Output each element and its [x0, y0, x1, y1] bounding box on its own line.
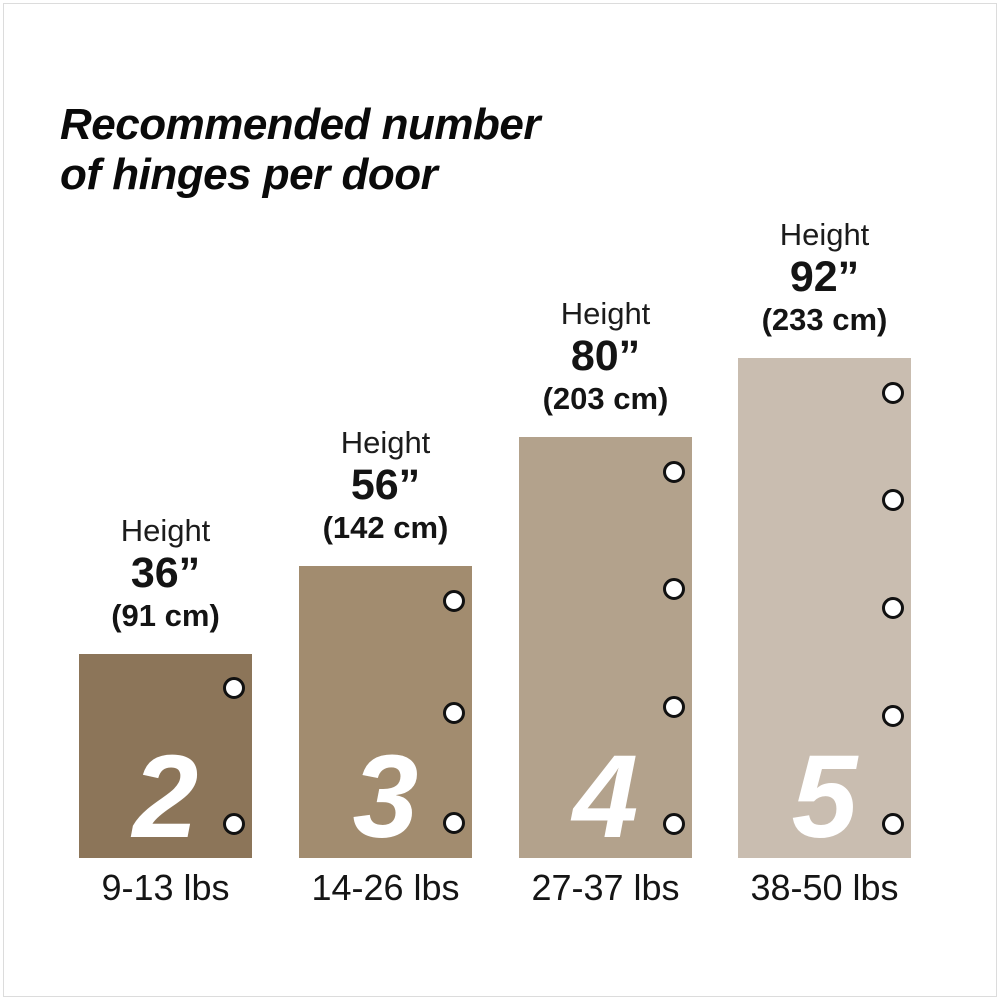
door-bar: 3: [299, 566, 472, 858]
hinge-dot: [443, 702, 465, 724]
hinge-count: 2: [132, 731, 199, 863]
door-group-56in: Height 56” (142 cm) 3 14-26 lbs: [299, 0, 472, 1000]
weight-range-label: 27-37 lbs: [531, 867, 680, 908]
hinge-dot: [443, 590, 465, 612]
hinge-dot: [223, 677, 245, 699]
height-centimeters: (233 cm): [761, 302, 888, 337]
height-centimeters: (203 cm): [542, 381, 669, 416]
hinge-dot: [443, 812, 465, 834]
hinge-count: 3: [352, 731, 419, 863]
hinge-dot: [223, 813, 245, 835]
door-group-80in: Height 80” (203 cm) 4 27-37 lbs: [519, 0, 692, 1000]
door-bar: 4: [519, 437, 692, 858]
door-bar: 5: [738, 358, 911, 858]
hinge-dot: [663, 578, 685, 600]
height-word: Height: [340, 425, 431, 460]
height-inches: 56”: [350, 461, 421, 509]
height-label-block: Height 80” (203 cm): [476, 295, 736, 419]
height-label-block: Height 56” (142 cm): [256, 424, 516, 548]
height-word: Height: [779, 217, 870, 252]
hinge-dot: [882, 705, 904, 727]
chart-title: Recommended number of hinges per door: [60, 100, 540, 200]
height-inches: 80”: [570, 332, 641, 380]
hinge-dot: [882, 489, 904, 511]
hinge-dot: [663, 696, 685, 718]
hinge-dot: [663, 461, 685, 483]
hinge-dot: [882, 382, 904, 404]
weight-range-label: 9-13 lbs: [101, 867, 230, 908]
hinge-dot: [663, 813, 685, 835]
weight-range-label: 38-50 lbs: [750, 867, 899, 908]
height-word: Height: [560, 296, 651, 331]
door-bar: 2: [79, 654, 252, 858]
height-centimeters: (91 cm): [111, 598, 220, 633]
door-group-92in: Height 92” (233 cm) 5 38-50 lbs: [738, 0, 911, 1000]
height-label-block: Height 36” (91 cm): [36, 512, 296, 636]
door-group-36in: Height 36” (91 cm) 2 9-13 lbs: [79, 0, 252, 1000]
height-inches: 92”: [789, 253, 860, 301]
weight-range-label: 14-26 lbs: [311, 867, 460, 908]
hinge-dot: [882, 597, 904, 619]
chart-title-line1: Recommended number: [60, 100, 540, 149]
chart-title-line2: of hinges per door: [60, 150, 438, 199]
hinge-count: 5: [791, 731, 858, 863]
height-word: Height: [120, 513, 211, 548]
hinge-dot: [882, 813, 904, 835]
height-label-block: Height 92” (233 cm): [695, 216, 955, 340]
height-inches: 36”: [130, 549, 201, 597]
height-centimeters: (142 cm): [322, 510, 449, 545]
hinge-count: 4: [572, 731, 639, 863]
